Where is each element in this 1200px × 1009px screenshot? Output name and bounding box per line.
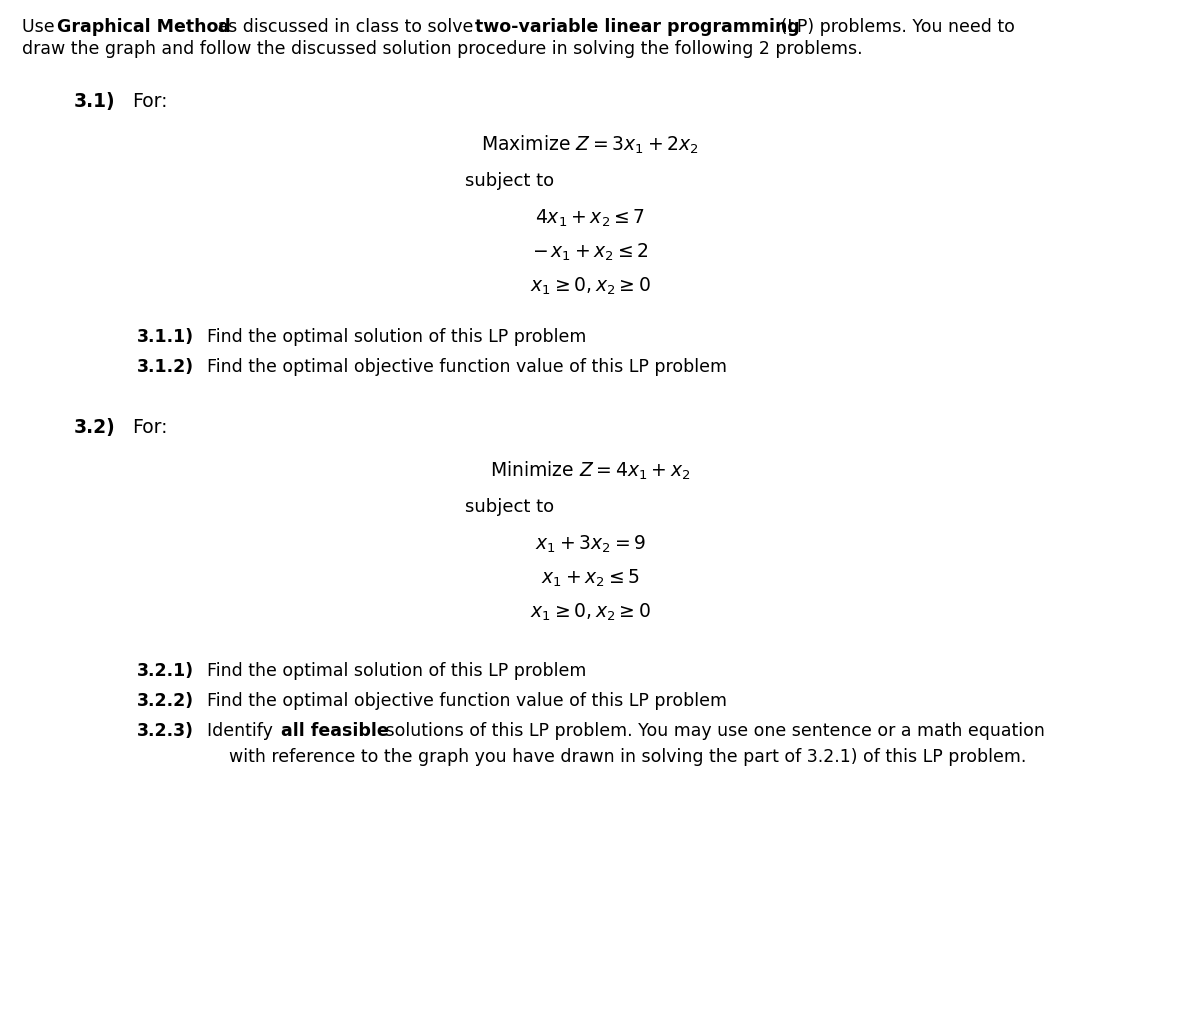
- Text: 3.2.2): 3.2.2): [137, 692, 194, 710]
- Text: Find the optimal solution of this LP problem: Find the optimal solution of this LP pro…: [208, 662, 587, 680]
- Text: 3.2.3): 3.2.3): [137, 722, 194, 740]
- Text: Use: Use: [22, 18, 60, 36]
- Text: Find the optimal solution of this LP problem: Find the optimal solution of this LP pro…: [208, 328, 587, 346]
- Text: Maximize $Z = 3x_1 + 2x_2$: Maximize $Z = 3x_1 + 2x_2$: [481, 134, 698, 156]
- Text: solutions of this LP problem. You may use one sentence or a math equation: solutions of this LP problem. You may us…: [380, 722, 1045, 740]
- Text: 3.1): 3.1): [74, 92, 115, 111]
- Text: $x_1 + 3x_2 = 9$: $x_1 + 3x_2 = 9$: [534, 534, 646, 555]
- Text: $4x_1 + x_2 \leq 7$: $4x_1 + x_2 \leq 7$: [535, 208, 646, 229]
- Text: For:: For:: [132, 92, 168, 111]
- Text: 3.1.1): 3.1.1): [137, 328, 194, 346]
- Text: Identify: Identify: [208, 722, 278, 740]
- Text: Find the optimal objective function value of this LP problem: Find the optimal objective function valu…: [208, 358, 727, 376]
- Text: all feasible: all feasible: [282, 722, 389, 740]
- Text: Find the optimal objective function value of this LP problem: Find the optimal objective function valu…: [208, 692, 727, 710]
- Text: subject to: subject to: [466, 172, 554, 190]
- Text: Graphical Method: Graphical Method: [56, 18, 230, 36]
- Text: $x_1 \geq 0, x_2 \geq 0$: $x_1 \geq 0, x_2 \geq 0$: [529, 276, 650, 298]
- Text: subject to: subject to: [466, 498, 554, 516]
- Text: Minimize $Z = 4x_1 + x_2$: Minimize $Z = 4x_1 + x_2$: [490, 460, 690, 482]
- Text: 3.2.1): 3.2.1): [137, 662, 194, 680]
- Text: 3.2): 3.2): [74, 418, 115, 437]
- Text: two-variable linear programming: two-variable linear programming: [475, 18, 800, 36]
- Text: 3.1.2): 3.1.2): [137, 358, 194, 376]
- Text: For:: For:: [132, 418, 168, 437]
- Text: $x_1 \geq 0, x_2 \geq 0$: $x_1 \geq 0, x_2 \geq 0$: [529, 602, 650, 624]
- Text: $x_1 + x_2 \leq 5$: $x_1 + x_2 \leq 5$: [541, 568, 640, 589]
- Text: (LP) problems. You need to: (LP) problems. You need to: [775, 18, 1015, 36]
- Text: draw the graph and follow the discussed solution procedure in solving the follow: draw the graph and follow the discussed …: [22, 40, 863, 58]
- Text: $-\, x_1 + x_2 \leq 2$: $-\, x_1 + x_2 \leq 2$: [532, 242, 648, 263]
- Text: with reference to the graph you have drawn in solving the part of 3.2.1) of this: with reference to the graph you have dra…: [229, 748, 1026, 766]
- Text: as discussed in class to solve: as discussed in class to solve: [212, 18, 479, 36]
